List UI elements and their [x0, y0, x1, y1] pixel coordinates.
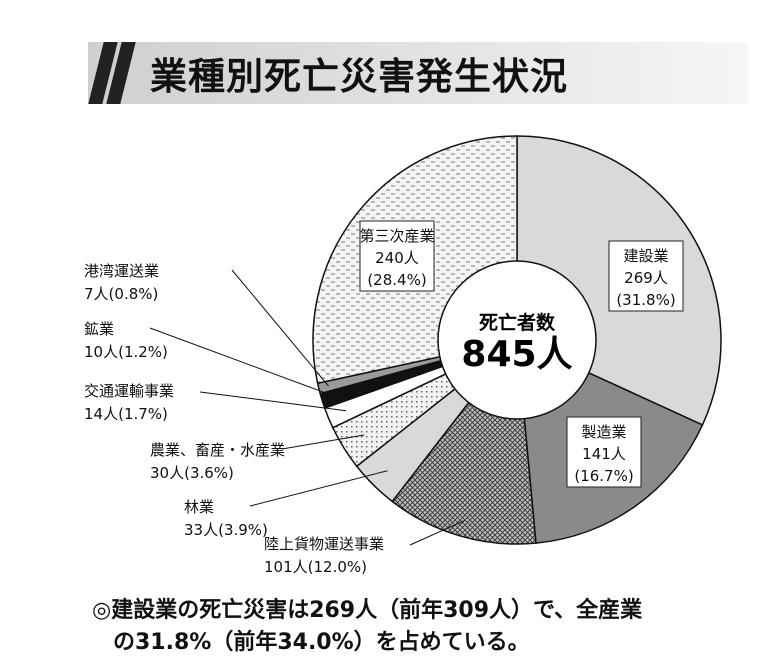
slice-label-text: 269人 [624, 269, 668, 287]
slice-label-construction: 建設業 269人 (31.8%) [608, 240, 684, 312]
slice-label-text: 建設業 [623, 247, 668, 265]
slice-label-text: 陸上貨物運送事業 [264, 535, 384, 553]
slice-label-text: 農業、畜産・水産業 [150, 441, 285, 459]
slice-label-text: 33人(3.9%) [184, 521, 268, 539]
title-banner [88, 42, 748, 104]
slice-label-text: 林業 [184, 498, 214, 516]
slice-label-text: 14人(1.7%) [84, 405, 168, 423]
leader-line [409, 520, 465, 546]
slice-label-text: (16.7%) [574, 467, 633, 485]
slice-label-text: 101人(12.0%) [264, 558, 367, 576]
leader-line [231, 269, 329, 387]
slice-label-text: 第三次産業 [359, 227, 434, 245]
slice-label-text: 交通運輸事業 [84, 382, 174, 400]
slice-label-text: 30人(3.6%) [150, 464, 234, 482]
slice-label-text: (28.4%) [367, 271, 426, 289]
slice-label-text: 141人 [582, 445, 626, 463]
leader-line [199, 391, 347, 412]
center-label: 死亡者数 [479, 311, 556, 334]
center-hole [437, 260, 597, 420]
page-title: 業種別死亡災害発生状況 [150, 55, 568, 98]
slice-label-text: 10人(1.2%) [84, 343, 168, 361]
slice-label-text: (31.8%) [616, 291, 675, 309]
leader-line [281, 434, 365, 450]
slice-label-manufacturing: 製造業 141人 (16.7%) [566, 416, 642, 488]
slice-label-tertiary: 第三次産業 240人 (28.4%) [359, 220, 435, 292]
slice-label-text: 7人(0.8%) [84, 285, 158, 303]
footnote-line-2: の31.8%（前年34.0%）を占めている。 [113, 630, 530, 655]
slice-label-text: 港湾運送業 [84, 262, 159, 280]
leader-line [149, 327, 336, 398]
slice-label-text: 鉱業 [84, 320, 114, 338]
slice-label-text: 製造業 [581, 423, 626, 441]
slice-label-text: 240人 [375, 249, 419, 267]
center-value: 845人 [461, 334, 572, 375]
leader-line [249, 470, 388, 507]
footnote-line-1: ◎建設業の死亡災害は269人（前年309人）で、全産業 [92, 598, 643, 623]
